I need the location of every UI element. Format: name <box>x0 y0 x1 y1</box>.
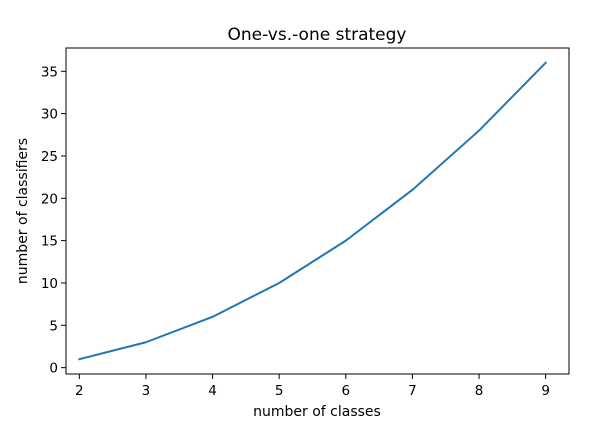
series-layer <box>78 61 548 361</box>
x-tick-label: 6 <box>342 383 351 399</box>
y-axis: 0 5 10 15 20 25 30 35 <box>41 64 66 377</box>
series-line <box>78 61 548 361</box>
x-axis-label: number of classes <box>253 404 381 420</box>
y-tick-label: 5 <box>49 318 58 334</box>
x-axis: 2 3 4 5 6 7 8 9 <box>75 374 550 399</box>
y-tick-label: 0 <box>49 361 58 377</box>
y-tick-label: 30 <box>41 107 58 123</box>
y-axis-label: number of classifiers <box>15 138 31 284</box>
y-tick-label: 15 <box>41 234 58 250</box>
x-tick-label: 9 <box>541 383 550 399</box>
y-tick-label: 25 <box>41 149 58 165</box>
x-tick-label: 4 <box>208 383 217 399</box>
y-tick-label: 10 <box>41 276 58 292</box>
x-tick-label: 8 <box>475 383 484 399</box>
plot-frame <box>65 47 570 375</box>
y-tick-label: 35 <box>41 64 58 80</box>
x-tick-label: 7 <box>408 383 417 399</box>
y-tick-label: 20 <box>41 191 58 207</box>
x-tick-label: 2 <box>75 383 84 399</box>
x-tick-label: 5 <box>275 383 284 399</box>
plot-area <box>66 48 569 374</box>
x-tick-label: 3 <box>142 383 151 399</box>
chart-title: One-vs.-one strategy <box>227 25 406 45</box>
